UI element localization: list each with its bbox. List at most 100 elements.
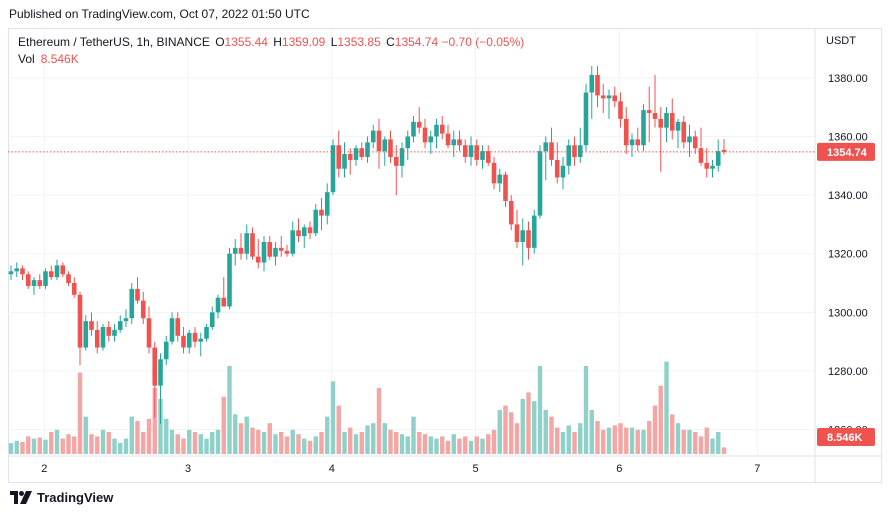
- candle-body: [43, 271, 48, 286]
- volume-bar: [578, 423, 583, 454]
- candle-body: [514, 224, 520, 242]
- candle-body: [169, 318, 175, 342]
- volume-bar: [43, 439, 48, 454]
- volume-bar: [89, 434, 94, 454]
- candle-body: [20, 268, 25, 275]
- candle-body: [370, 130, 376, 143]
- candle-body: [129, 288, 135, 319]
- volume-bar: [411, 416, 416, 454]
- candle-body: [468, 145, 474, 157]
- volume-bar: [572, 432, 577, 454]
- volume-bar: [601, 429, 606, 454]
- volume-bar: [330, 381, 336, 454]
- volume-bar: [221, 396, 226, 454]
- candlestick-chart[interactable]: 1260.001280.001300.001320.001340.001360.…: [8, 28, 882, 483]
- candle-body: [146, 318, 152, 348]
- candle-body: [491, 162, 497, 184]
- candle-body: [428, 136, 434, 143]
- volume-bar: [365, 425, 370, 454]
- volume-bar: [612, 425, 617, 454]
- candle-body: [89, 321, 94, 330]
- candle-body: [324, 192, 330, 216]
- volume-bar: [394, 432, 399, 454]
- volume-bar: [135, 421, 140, 454]
- symbol-legend[interactable]: Ethereum / TetherUS, 1h, BINANCE O1355.4…: [18, 35, 524, 49]
- candle-body: [365, 142, 370, 157]
- volume-bar: [440, 436, 445, 454]
- volume-bar: [14, 440, 19, 454]
- y-tick-label: 1320.00: [828, 249, 868, 261]
- volume-bar: [509, 412, 514, 454]
- candle-body: [261, 242, 267, 263]
- volume-bar: [141, 432, 146, 454]
- high-label: H: [273, 35, 282, 49]
- volume-bar: [635, 429, 640, 454]
- volume-bar: [146, 418, 152, 454]
- volume-bar: [198, 434, 203, 454]
- volume-bar: [468, 440, 474, 454]
- volume-legend[interactable]: Vol 8.546K: [18, 52, 79, 66]
- candle-body: [106, 327, 112, 336]
- y-tick-label: 1380.00: [828, 73, 868, 85]
- volume-bar: [710, 438, 715, 454]
- symbol-title[interactable]: Ethereum / TetherUS, 1h, BINANCE: [18, 35, 210, 49]
- candle-body: [646, 110, 652, 114]
- candle-body: [77, 294, 83, 348]
- candle-body: [503, 174, 508, 201]
- candle-body: [83, 321, 89, 348]
- volume-bar: [376, 388, 382, 454]
- volume-bar: [106, 432, 111, 454]
- volume-bar: [192, 432, 198, 454]
- volume-bar: [514, 423, 520, 454]
- volume-bar: [543, 410, 548, 454]
- candle-body: [566, 145, 572, 166]
- candle-body: [342, 154, 347, 169]
- candle-body: [623, 118, 629, 146]
- candle-body: [175, 318, 181, 336]
- volume-bar: [244, 416, 249, 454]
- volume-bar: [123, 438, 129, 454]
- candle-body: [422, 127, 428, 143]
- volume-bar: [233, 414, 238, 454]
- candle-body: [526, 230, 531, 248]
- published-caption: Published on TradingView.com, Oct 07, 20…: [9, 7, 310, 21]
- candle-body: [94, 329, 100, 348]
- x-tick-label: 2: [41, 463, 47, 475]
- volume-bar: [624, 427, 629, 454]
- volume-bar: [313, 436, 318, 454]
- candle-body: [359, 148, 365, 157]
- volume-bar: [20, 441, 25, 454]
- volume-bar: [382, 423, 387, 454]
- volume-bar: [83, 416, 88, 454]
- volume-bar: [555, 427, 560, 454]
- candle-body: [232, 247, 238, 254]
- volume-bar: [417, 432, 422, 454]
- volume-bar: [457, 438, 462, 454]
- volume-label: Vol: [18, 52, 35, 66]
- candle-body: [221, 297, 227, 307]
- x-tick-label: 7: [754, 463, 760, 475]
- volume-bar: [618, 423, 623, 454]
- volume-bar: [704, 427, 709, 454]
- volume-bar: [336, 405, 341, 454]
- candle-body: [31, 280, 37, 286]
- high-value: 1359.09: [281, 35, 326, 49]
- candle-body: [181, 335, 186, 348]
- volume-bar: [497, 410, 502, 454]
- volume-bar: [658, 385, 663, 454]
- candle-body: [554, 159, 560, 178]
- last-volume-label: 8.546K: [827, 432, 863, 444]
- volume-bar: [681, 429, 686, 454]
- last-price-badge: [817, 142, 875, 161]
- volume-bar: [549, 416, 554, 454]
- volume-bar: [583, 366, 589, 454]
- volume-bar: [118, 443, 123, 454]
- volume-bar: [250, 427, 255, 454]
- candle-body: [669, 113, 675, 131]
- open-label: O: [215, 35, 225, 49]
- candle-body: [290, 230, 296, 254]
- volume-bar: [606, 427, 612, 454]
- candle-body: [140, 300, 146, 319]
- candle-body: [462, 145, 468, 157]
- tradingview-logo[interactable]: TradingView: [10, 490, 113, 505]
